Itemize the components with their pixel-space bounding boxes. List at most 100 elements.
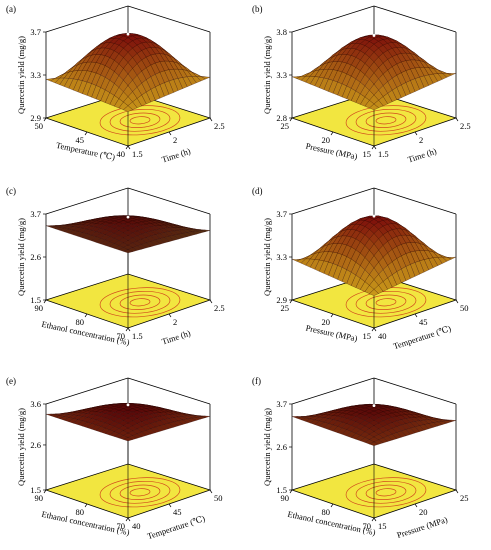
peak-marker	[372, 214, 376, 218]
x-tick-label: 1.5	[132, 149, 143, 159]
x-tick-label: 50	[460, 303, 469, 313]
x-tick-mark	[373, 145, 377, 150]
z-tick-label: 3.8	[276, 27, 287, 37]
x-tick-label: 1.5	[378, 149, 389, 159]
response-surface	[291, 215, 457, 296]
x-tick-mark	[414, 313, 418, 318]
y-tick-label: 90	[281, 493, 290, 503]
contour-line	[375, 116, 397, 125]
box-edge-top-left	[45, 377, 129, 405]
z-tick-label: 3.3	[30, 70, 41, 80]
z-tick-label: 2.9	[30, 113, 41, 123]
surface-facet	[369, 103, 379, 111]
panels-layer: (a) 3.7 3.3 2.9 Quercetin yield (mg/g) 1.5 2 2.…	[6, 4, 471, 541]
response-surface	[45, 33, 211, 112]
peak-marker	[126, 32, 130, 36]
y-tick-label: 20	[322, 135, 331, 145]
box-edge-top-left	[45, 187, 129, 215]
x-tick-label: 40	[378, 331, 387, 341]
panel-label: (d)	[252, 186, 263, 196]
z-tick-label: 3.7	[276, 209, 287, 219]
x-tick-mark	[127, 517, 131, 522]
peak-marker	[126, 215, 130, 219]
z-axis-label: Quercetin yield (mg/g)	[16, 36, 26, 114]
y-tick-label: 15	[363, 331, 372, 341]
x-tick-label: 2	[173, 317, 177, 327]
y-tick-mark	[125, 517, 129, 522]
x-tick-label: 2.5	[460, 121, 471, 131]
z-axis-label: Quercetin yield (mg/g)	[16, 408, 26, 486]
y-tick-mark	[289, 299, 293, 304]
x-tick-mark	[414, 503, 418, 508]
x-tick-label: 2.5	[214, 303, 225, 313]
z-tick-label: 2.6	[30, 440, 41, 450]
y-tick-label: 80	[76, 507, 85, 517]
surface-facet	[123, 437, 133, 442]
y-tick-mark	[371, 517, 375, 522]
x-tick-mark	[414, 131, 418, 136]
contour-line	[365, 294, 407, 310]
y-tick-label: 70	[117, 521, 126, 531]
y-tick-mark	[125, 145, 129, 150]
x-tick-label: 1.5	[132, 331, 143, 341]
contour-line	[99, 287, 181, 318]
y-tick-label: 90	[35, 303, 44, 313]
y-tick-mark	[371, 145, 375, 150]
contour-line	[99, 477, 181, 508]
x-tick-label: 15	[378, 521, 387, 531]
box-edge-top-right	[373, 187, 457, 215]
chart-panel-3: (c) 3.7 2.6 1.5 Quercetin yield (mg/g) 1.5 2 2.…	[6, 186, 225, 347]
y-tick-label: 40	[117, 149, 126, 159]
contour-line	[109, 290, 171, 314]
z-tick-label: 2.6	[276, 442, 287, 452]
y-tick-label: 15	[363, 149, 372, 159]
contour-line	[109, 108, 171, 132]
contour-line	[129, 298, 151, 307]
y-tick-mark	[371, 327, 375, 332]
y-tick-mark	[289, 117, 293, 122]
box-edge-top-right	[127, 5, 211, 33]
y-tick-mark	[84, 503, 88, 508]
x-tick-label: 45	[419, 317, 428, 327]
y-tick-mark	[43, 299, 47, 304]
response-surface	[291, 34, 457, 111]
y-axis-label: Pressure (MPa)	[305, 323, 359, 344]
y-tick-mark	[330, 313, 334, 318]
panel-label: (f)	[252, 376, 261, 386]
chart-panel-1: (a) 3.7 3.3 2.9 Quercetin yield (mg/g) 1.5 2 2.…	[6, 4, 225, 164]
chart-panel-6: (f) 3.7 2.6 1.5 Quercetin yield (mg/g) 15 20 25…	[252, 376, 469, 540]
x-tick-mark	[168, 503, 172, 508]
x-axis-label: Temperature (℃)	[392, 323, 452, 351]
y-tick-label: 80	[322, 507, 331, 517]
x-tick-mark	[168, 313, 172, 318]
box-edge-top-right	[127, 187, 211, 215]
x-tick-mark	[455, 299, 459, 304]
surface-facet	[123, 105, 133, 112]
y-tick-label: 80	[76, 317, 85, 327]
response-surface	[45, 403, 211, 442]
z-tick-label: 1.5	[276, 485, 287, 495]
y-tick-mark	[125, 327, 129, 332]
x-axis-label: Time (h)	[406, 146, 437, 165]
z-tick-label: 2.8	[276, 113, 287, 123]
z-axis-label: Quercetin yield (mg/g)	[262, 408, 272, 486]
z-axis-label: Quercetin yield (mg/g)	[16, 218, 26, 296]
box-edge-top-left	[291, 5, 375, 33]
z-axis-label: Quercetin yield (mg/g)	[262, 218, 272, 296]
y-tick-mark	[43, 489, 47, 494]
z-axis-label: Quercetin yield (mg/g)	[262, 36, 272, 114]
z-tick-label: 1.5	[30, 485, 41, 495]
z-tick-label: 3.3	[276, 252, 287, 262]
x-tick-mark	[168, 131, 172, 136]
surface-facet	[369, 441, 379, 446]
z-tick-label: 3.7	[30, 209, 41, 219]
contour-line	[355, 290, 417, 314]
peak-marker	[126, 403, 130, 407]
y-tick-label: 50	[35, 121, 44, 131]
panel-label: (a)	[6, 4, 16, 14]
x-tick-mark	[127, 145, 131, 150]
surface-facet	[369, 289, 379, 296]
z-tick-label: 2.9	[276, 295, 287, 305]
y-tick-mark	[289, 489, 293, 494]
